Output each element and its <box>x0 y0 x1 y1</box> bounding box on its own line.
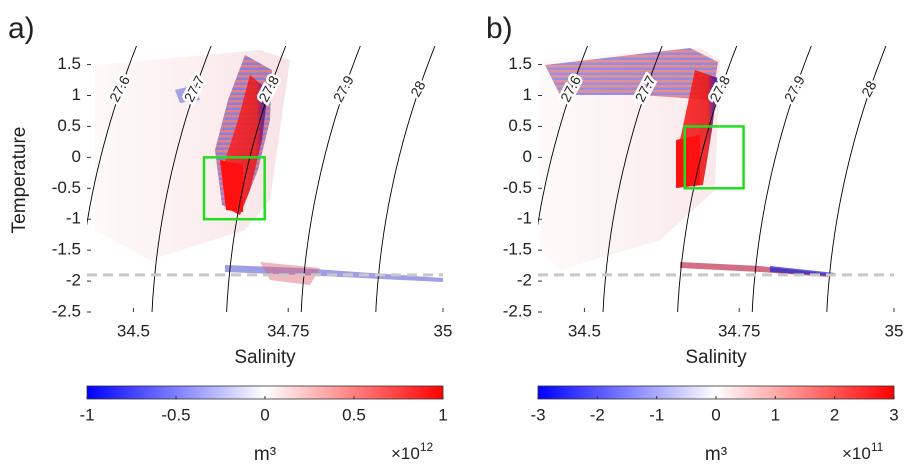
x-tick-label: 34.75 <box>718 321 761 340</box>
y-tick-label: 0 <box>72 147 81 166</box>
isopycnal <box>826 46 887 312</box>
colorbar-tick-label: 0 <box>260 405 269 424</box>
y-tick-label: -2.5 <box>52 301 81 320</box>
y-tick-label: -1 <box>517 209 532 228</box>
colorbar-tick-label: 0 <box>711 405 720 424</box>
isopycnal <box>751 46 812 312</box>
multiplier-base: ×10 <box>842 444 871 463</box>
y-tick-label: 1.5 <box>508 54 532 73</box>
colorbar-tick-label: 2 <box>830 405 839 424</box>
x-axis-label: Salinity <box>685 347 747 368</box>
isopycnal-label: 27.9 <box>330 73 357 105</box>
isopycnal <box>151 46 212 312</box>
heatmap-a <box>95 50 443 285</box>
y-tick-label: -1.5 <box>52 240 81 259</box>
y-tick-label: -2 <box>517 271 532 290</box>
colorbar-multiplier: ×1011 <box>842 440 884 463</box>
colorbar-tick-label: -1 <box>649 405 664 424</box>
heatmap-b <box>540 48 835 277</box>
colorbar-unit: m³ <box>254 444 276 465</box>
y-tick-label: -0.5 <box>503 178 532 197</box>
y-tick-label: 1 <box>72 85 81 104</box>
isopycnal <box>677 46 738 312</box>
isopycnal-label: 28 <box>407 78 429 99</box>
multiplier-exponent: 11 <box>871 440 884 454</box>
y-tick-label: -0.5 <box>52 178 81 197</box>
panel-label: b) <box>486 12 513 45</box>
y-tick-label: 0.5 <box>57 116 81 135</box>
y-tick-label: 1.5 <box>57 54 81 73</box>
colorbar-multiplier: ×1012 <box>391 440 434 463</box>
isopycnal <box>226 46 287 312</box>
isopycnal <box>300 46 361 312</box>
y-tick-label: 0.5 <box>508 116 532 135</box>
y-tick-label: -2 <box>66 271 81 290</box>
y-tick-label: -1 <box>66 209 81 228</box>
y-tick-label: -1.5 <box>503 240 532 259</box>
colorbar-tick-label: 3 <box>889 405 898 424</box>
x-tick-label: 35 <box>434 321 453 340</box>
x-tick-label: 34.5 <box>568 321 601 340</box>
panel-label: a) <box>8 12 35 45</box>
isopycnal <box>602 46 663 312</box>
isopycnal <box>538 46 588 226</box>
multiplier-base: ×10 <box>391 444 420 463</box>
y-tick-label: -2.5 <box>503 301 532 320</box>
colorbar-tick-label: 1 <box>771 405 780 424</box>
multiplier-exponent: 12 <box>420 440 434 454</box>
highlight-box <box>683 125 745 190</box>
colorbar-tick-label: 0.5 <box>342 405 366 424</box>
isopycnal <box>87 46 137 226</box>
x-tick-label: 34.75 <box>267 321 310 340</box>
colorbar-tick-label: 1 <box>438 405 447 424</box>
colorbar-tick-label: -1 <box>79 405 94 424</box>
x-tick-label: 35 <box>885 321 904 340</box>
highlight-box <box>202 156 266 221</box>
colorbar-tick-label: -0.5 <box>161 405 190 424</box>
colorbar-tick-label: -3 <box>530 405 545 424</box>
y-tick-label: 1 <box>523 85 532 104</box>
isopycnal <box>375 46 436 312</box>
y-tick-label: 0 <box>523 147 532 166</box>
isopycnal-label: 28 <box>858 78 880 99</box>
colorbar-unit: m³ <box>705 444 727 465</box>
x-axis-label: Salinity <box>234 347 296 368</box>
colorbar-tick-label: -2 <box>590 405 605 424</box>
y-axis-label: Temperature <box>9 127 30 234</box>
isopycnal-label: 27.9 <box>781 73 808 105</box>
x-tick-label: 34.5 <box>117 321 150 340</box>
